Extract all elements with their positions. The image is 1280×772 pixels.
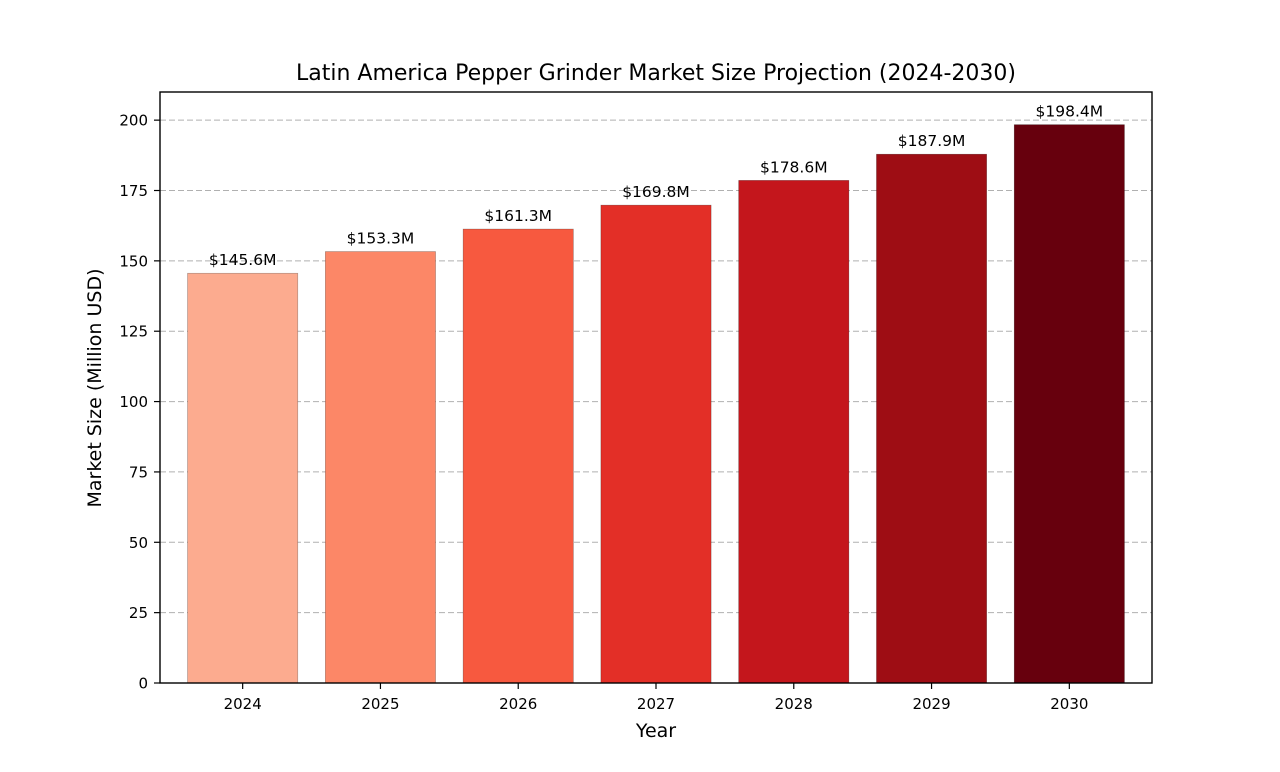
x-tick-label-2030: 2030 — [1050, 695, 1088, 713]
data-label-2026: $161.3M — [484, 207, 552, 225]
bar-2028 — [738, 180, 850, 684]
data-label-2029: $187.9M — [898, 132, 966, 150]
x-tick-label-2025: 2025 — [361, 695, 399, 713]
bar-2029 — [876, 153, 987, 684]
y-tick-label: 125 — [119, 323, 148, 341]
data-label-layer: $145.6M $153.3M $161.3M $169.8M $178.6M $187.… — [209, 103, 1103, 270]
bar-2030 — [1013, 124, 1125, 684]
x-tick-label-2028: 2028 — [775, 695, 813, 713]
y-tick-label: 25 — [129, 604, 148, 622]
x-tick-label-2029: 2029 — [912, 695, 950, 713]
data-label-2028: $178.6M — [760, 158, 828, 176]
chart-title: Latin America Pepper Grinder Market Size… — [296, 61, 1016, 86]
data-label-2024: $145.6M — [209, 251, 277, 269]
y-tick-label: 75 — [129, 463, 148, 481]
x-tick-label-2026: 2026 — [499, 695, 537, 713]
y-tick-label: 200 — [119, 112, 148, 130]
y-tick-label: 175 — [119, 182, 148, 200]
y-tick-label: 0 — [138, 675, 148, 693]
bar-2025 — [325, 251, 436, 684]
bar-layer — [187, 124, 1125, 684]
data-label-2025: $153.3M — [347, 230, 415, 248]
y-axis-label: Market Size (Million USD) — [84, 268, 106, 507]
y-tick-label: 100 — [119, 393, 148, 411]
data-label-2027: $169.8M — [622, 183, 690, 201]
bar-2026 — [462, 228, 574, 684]
x-tick-label-2027: 2027 — [637, 695, 675, 713]
x-tick-label-2024: 2024 — [224, 695, 262, 713]
y-tick-label: 150 — [119, 252, 148, 270]
data-label-2030: $198.4M — [1036, 103, 1104, 121]
x-axis-label: Year — [635, 720, 676, 742]
tick-layer: 0 25 50 75 100 125 150 175 200 2024 2025 2026 2027 20… — [119, 112, 1088, 713]
y-tick-label: 50 — [129, 534, 148, 552]
bar-2024 — [187, 272, 299, 684]
bar-2027 — [600, 204, 712, 684]
